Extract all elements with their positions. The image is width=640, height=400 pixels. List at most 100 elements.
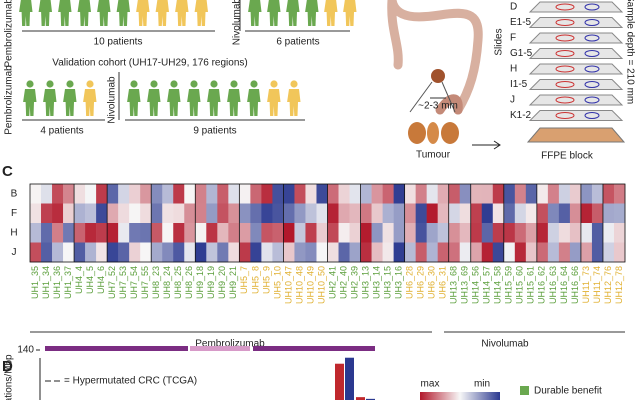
column-label: UH8_25: [173, 266, 183, 299]
patient-icon: [58, 0, 72, 26]
heat-cell: [41, 184, 53, 204]
heat-cell: [492, 223, 505, 243]
heat-cell: [613, 184, 626, 204]
body: [247, 89, 261, 116]
heat-cell: [30, 203, 42, 224]
heat-cell: [514, 203, 527, 224]
head: [250, 80, 258, 88]
size-label: ~2-3 mm: [418, 101, 458, 112]
heat-cell: [63, 203, 75, 224]
heat-cell: [272, 184, 284, 204]
column-label: UH3_15: [382, 266, 392, 299]
heat-cell: [250, 203, 262, 224]
heat-cell: [261, 203, 273, 224]
group-label: Nivolumab: [481, 339, 529, 350]
heat-cell: [415, 184, 427, 204]
heat-cell: [602, 223, 615, 243]
column-label: UH14_56: [471, 266, 481, 304]
slide: [528, 79, 624, 90]
heat-cell: [327, 203, 339, 224]
patient-icon: [267, 0, 281, 26]
heat-cell: [580, 203, 593, 224]
column-label: UH7_55: [140, 266, 150, 299]
section: [584, 81, 600, 88]
heat-cell: [459, 223, 472, 243]
heat-cell: [239, 223, 251, 243]
column-label: UH11_73: [581, 266, 591, 303]
heat-cell: [525, 184, 538, 204]
body: [207, 89, 221, 116]
body: [77, 0, 91, 26]
body: [227, 89, 241, 116]
patient-icon: [227, 80, 241, 116]
panel-letter: D: [2, 358, 13, 375]
slide-label: K1-2: [510, 110, 532, 121]
heat-cell: [547, 242, 560, 263]
column-label: UH16_66: [570, 266, 580, 304]
heat-cell: [404, 203, 416, 224]
heat-cell: [41, 203, 53, 224]
column-label: UH5_7: [239, 266, 249, 294]
patient-icon: [167, 80, 181, 116]
heat-cell: [536, 242, 549, 263]
heat-cell: [206, 223, 218, 243]
bar: [345, 357, 354, 400]
cohort-title: Validation cohort (UH17-UH29, 176 region…: [52, 58, 247, 69]
heat-cell: [316, 203, 328, 224]
mutation-plot: 140: [17, 345, 375, 400]
column-label: UH9_19: [206, 266, 216, 299]
heat-cell: [602, 242, 615, 263]
heat-cell: [239, 242, 251, 263]
section: [555, 50, 575, 57]
section: [555, 34, 575, 42]
heat-cell: [426, 203, 438, 224]
heat-cell: [228, 242, 240, 263]
head: [46, 80, 54, 88]
column-label: UH7_52: [107, 266, 117, 299]
head: [270, 80, 278, 88]
heat-cell: [382, 184, 394, 204]
heat-cell: [261, 242, 273, 263]
patient-icon: [248, 0, 262, 26]
scale-max: max: [421, 379, 440, 390]
heat-cell: [294, 184, 306, 204]
head: [210, 80, 218, 88]
heat-cell: [580, 184, 593, 204]
heat-cell: [316, 184, 328, 204]
legend-swatch: [520, 386, 529, 395]
pointer: [441, 81, 456, 113]
heat-cell: [129, 203, 141, 224]
heat-cell: [118, 223, 130, 243]
heat-cell: [184, 184, 196, 204]
body: [286, 0, 300, 26]
heat-cell: [503, 242, 516, 263]
heat-cell: [470, 242, 483, 263]
slide-label: H: [510, 64, 517, 75]
heat-cell: [151, 203, 163, 224]
column-label: UH1_37: [63, 266, 73, 299]
colon-illustration: [387, 0, 483, 115]
heat-cell: [30, 184, 42, 204]
body: [116, 0, 130, 26]
heat-cell: [118, 242, 130, 263]
body: [97, 0, 111, 26]
heat-cell: [162, 203, 174, 224]
heat-cell: [151, 184, 163, 204]
heat-cell: [74, 203, 86, 224]
heat-cell: [217, 242, 229, 263]
section: [555, 3, 575, 11]
body: [155, 0, 169, 26]
heat-cell: [547, 184, 560, 204]
slide-label: F: [510, 33, 516, 44]
column-label: UH9_21: [228, 266, 238, 299]
heat-cell: [459, 242, 472, 263]
legend-text: Durable benefit: [534, 386, 602, 397]
heat-cell: [393, 184, 405, 204]
heat-cell: [184, 203, 196, 224]
heatmap-frame: [29, 183, 626, 263]
column-label: UH12_78: [614, 266, 624, 304]
heat-cell: [250, 223, 262, 243]
heat-cell: [140, 184, 152, 204]
patient-icon: [97, 0, 111, 26]
column-label: UH10_47: [283, 266, 293, 304]
